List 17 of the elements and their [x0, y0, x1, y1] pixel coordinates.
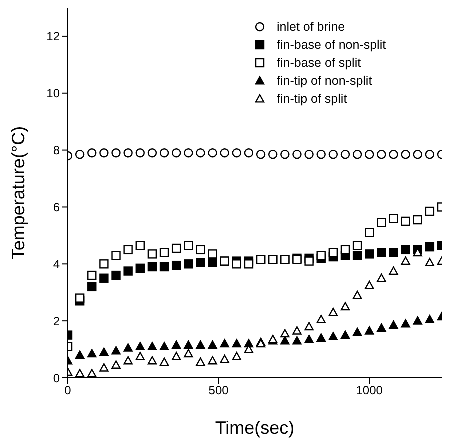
- legend-label: fin-base of non-split: [277, 38, 386, 52]
- y-tick-label: 6: [53, 200, 60, 214]
- legend-label: fin-tip of split: [277, 92, 348, 106]
- x-axis-title: Time(sec): [215, 418, 295, 438]
- y-tick-label: 8: [53, 144, 60, 158]
- x-tick-label: 0: [64, 384, 72, 398]
- y-tick-label: 12: [46, 30, 60, 44]
- y-axis-title: Temperature(°C): [8, 126, 28, 260]
- y-tick-label: 10: [46, 86, 60, 101]
- x-tick-label: 500: [208, 384, 230, 398]
- x-tick-label: 1000: [356, 384, 384, 398]
- y-tick-label: 0: [53, 371, 60, 386]
- y-tick-label: 2: [53, 314, 60, 328]
- y-tick-label: 4: [53, 257, 60, 272]
- legend-label: fin-tip of non-split: [277, 74, 372, 88]
- legend-label: fin-base of split: [277, 56, 362, 70]
- legend-label: inlet of brine: [277, 20, 346, 34]
